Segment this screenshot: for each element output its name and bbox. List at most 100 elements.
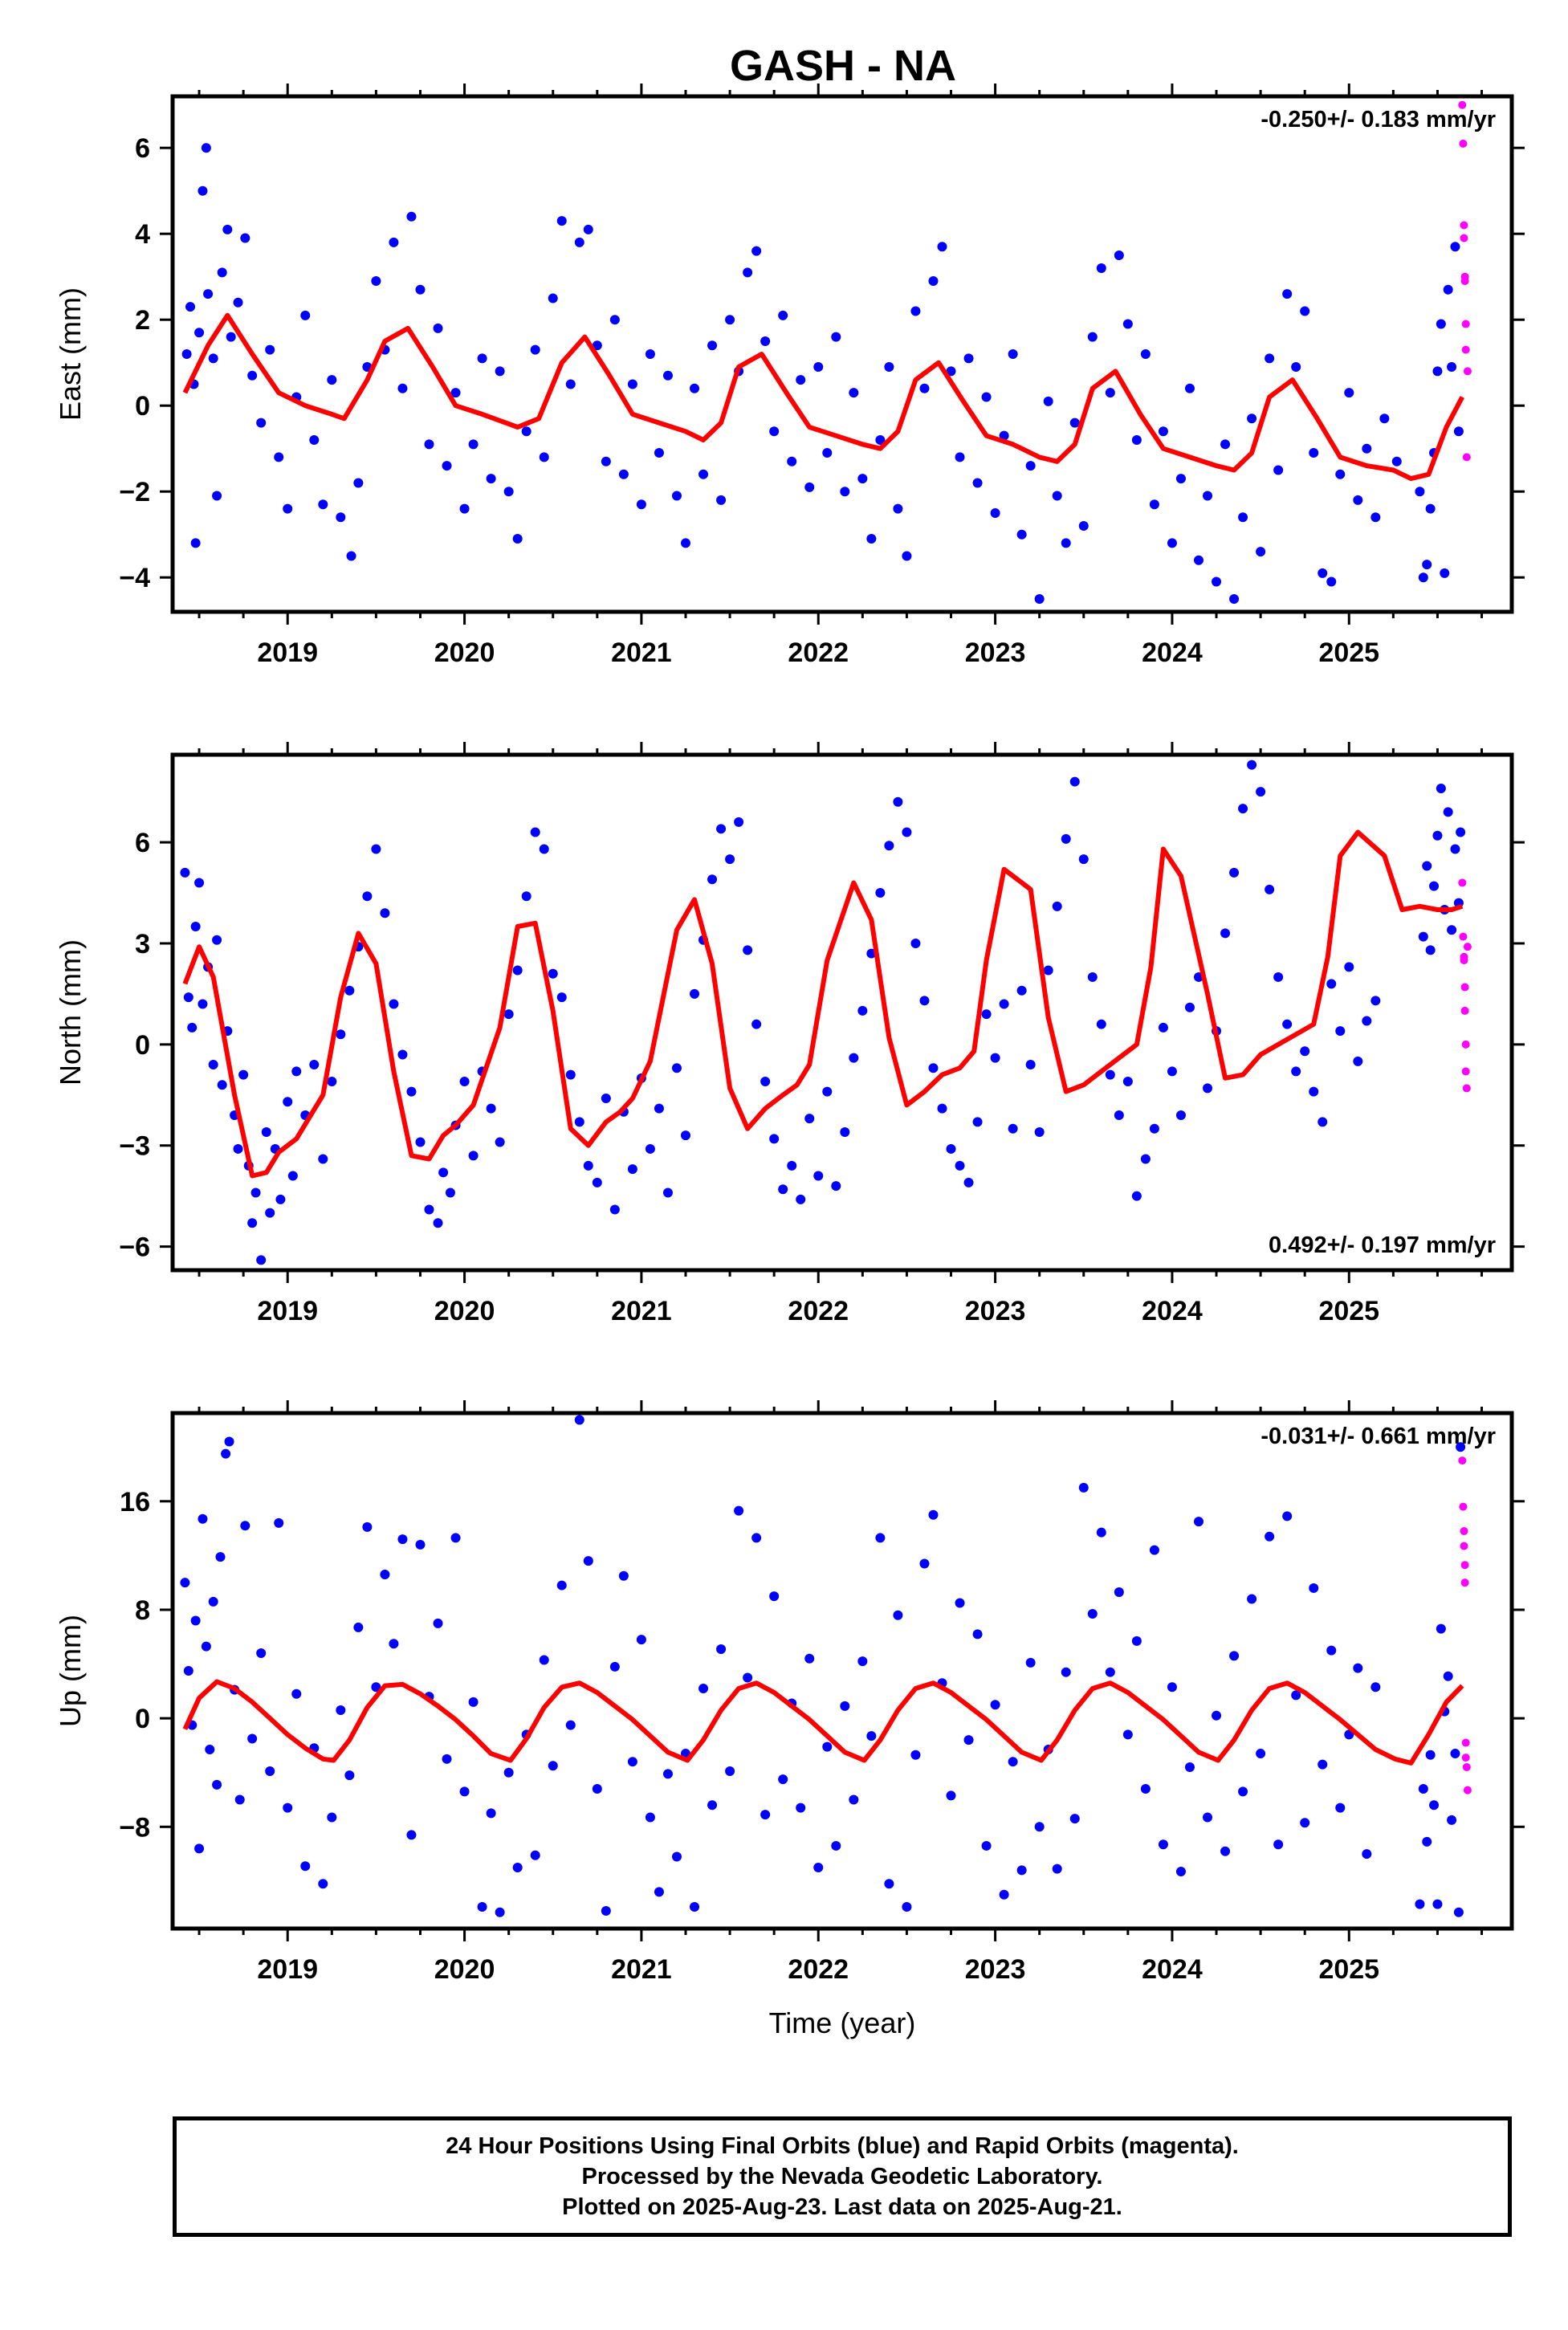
y-axis-label: East (mm) bbox=[54, 287, 87, 421]
final-point bbox=[769, 426, 780, 437]
final-point bbox=[778, 1184, 788, 1195]
final-point bbox=[1447, 362, 1457, 373]
final-point bbox=[804, 1114, 815, 1124]
rate-annotation: -0.031+/- 0.661 mm/yr bbox=[1261, 1424, 1496, 1449]
final-point bbox=[194, 328, 205, 338]
chart-title: GASH - NA bbox=[730, 42, 956, 90]
final-point bbox=[180, 1578, 190, 1588]
final-point bbox=[1300, 1046, 1310, 1057]
final-point bbox=[778, 1774, 788, 1785]
final-point bbox=[309, 1060, 320, 1070]
final-point bbox=[442, 1754, 452, 1764]
final-point bbox=[234, 1794, 245, 1805]
final-point bbox=[1149, 499, 1159, 510]
final-point bbox=[1069, 1814, 1080, 1824]
final-point bbox=[583, 1160, 593, 1171]
final-point bbox=[981, 1840, 992, 1851]
final-point bbox=[415, 1137, 426, 1147]
final-point bbox=[247, 1218, 258, 1228]
final-point bbox=[1436, 319, 1446, 329]
final-point bbox=[194, 878, 205, 888]
final-point bbox=[1450, 1749, 1460, 1759]
final-point bbox=[583, 1556, 593, 1566]
final-point bbox=[946, 1790, 956, 1801]
final-point bbox=[743, 267, 753, 278]
final-point bbox=[972, 1629, 983, 1640]
final-point bbox=[371, 844, 381, 854]
panel-3: 2019 2020 2021 2022 2023 2024 2025 −8 0 8 16 Up (mm… bbox=[54, 1400, 1525, 2039]
final-point bbox=[1061, 1667, 1071, 1677]
final-point bbox=[716, 495, 727, 505]
final-point bbox=[503, 1009, 514, 1020]
x-tick-label: 2024 bbox=[1142, 637, 1203, 668]
final-point bbox=[327, 1812, 337, 1823]
final-point bbox=[183, 992, 193, 1003]
final-point bbox=[1105, 1069, 1115, 1080]
final-point bbox=[194, 1843, 205, 1854]
final-point bbox=[256, 1255, 267, 1265]
final-point bbox=[190, 922, 201, 931]
final-point bbox=[265, 1208, 275, 1218]
final-point bbox=[716, 824, 727, 834]
data-layer bbox=[180, 760, 1472, 1265]
y-tick-label: −3 bbox=[119, 1131, 150, 1162]
final-point bbox=[1425, 1750, 1436, 1760]
rapid-point bbox=[1458, 1456, 1467, 1465]
final-point bbox=[1167, 1066, 1177, 1077]
final-point bbox=[1043, 396, 1053, 406]
final-point bbox=[1353, 495, 1363, 505]
final-point bbox=[233, 1143, 243, 1154]
final-point bbox=[734, 817, 744, 827]
final-point bbox=[990, 507, 1000, 518]
final-point bbox=[840, 487, 850, 497]
final-point bbox=[1273, 465, 1284, 475]
final-point bbox=[857, 1005, 868, 1016]
final-point bbox=[336, 1705, 346, 1715]
final-point bbox=[247, 1733, 258, 1744]
final-point bbox=[371, 1682, 381, 1693]
final-point bbox=[503, 1767, 514, 1778]
final-point bbox=[796, 375, 806, 385]
final-point bbox=[1238, 804, 1248, 814]
rapid-point bbox=[1460, 955, 1468, 964]
rapid-point bbox=[1461, 1040, 1470, 1049]
final-point bbox=[1087, 332, 1098, 342]
final-point bbox=[336, 1029, 346, 1040]
final-point bbox=[636, 1635, 646, 1645]
rapid-point bbox=[1462, 1762, 1471, 1771]
y-tick-label: −2 bbox=[119, 477, 150, 507]
final-point bbox=[902, 827, 912, 837]
final-point bbox=[849, 1053, 859, 1063]
final-point bbox=[574, 1415, 584, 1425]
final-point bbox=[1229, 593, 1240, 604]
final-point bbox=[353, 1622, 364, 1632]
final-point bbox=[654, 1887, 664, 1897]
final-point bbox=[1447, 1815, 1457, 1825]
x-tick-label: 2022 bbox=[788, 637, 849, 668]
final-point bbox=[601, 1094, 611, 1103]
final-point bbox=[521, 891, 531, 902]
final-point bbox=[283, 1097, 293, 1107]
final-point bbox=[671, 1851, 682, 1862]
final-point bbox=[1158, 1022, 1168, 1033]
final-point bbox=[743, 1672, 753, 1683]
final-point bbox=[884, 841, 894, 851]
final-point bbox=[406, 211, 417, 222]
final-point bbox=[804, 482, 815, 492]
rapid-point bbox=[1460, 983, 1469, 992]
final-point bbox=[442, 461, 452, 471]
final-point bbox=[725, 315, 735, 325]
final-point bbox=[291, 1066, 302, 1077]
final-point bbox=[910, 1750, 921, 1760]
final-point bbox=[1422, 861, 1432, 871]
rapid-point bbox=[1459, 139, 1468, 148]
final-point bbox=[556, 216, 567, 226]
final-point bbox=[609, 1204, 620, 1215]
final-point bbox=[787, 1160, 797, 1171]
final-point bbox=[261, 1126, 271, 1137]
rapid-point bbox=[1462, 1084, 1471, 1093]
final-point bbox=[183, 1666, 193, 1676]
final-point bbox=[1326, 1645, 1337, 1656]
final-point bbox=[1069, 776, 1080, 787]
final-point bbox=[831, 1840, 841, 1851]
